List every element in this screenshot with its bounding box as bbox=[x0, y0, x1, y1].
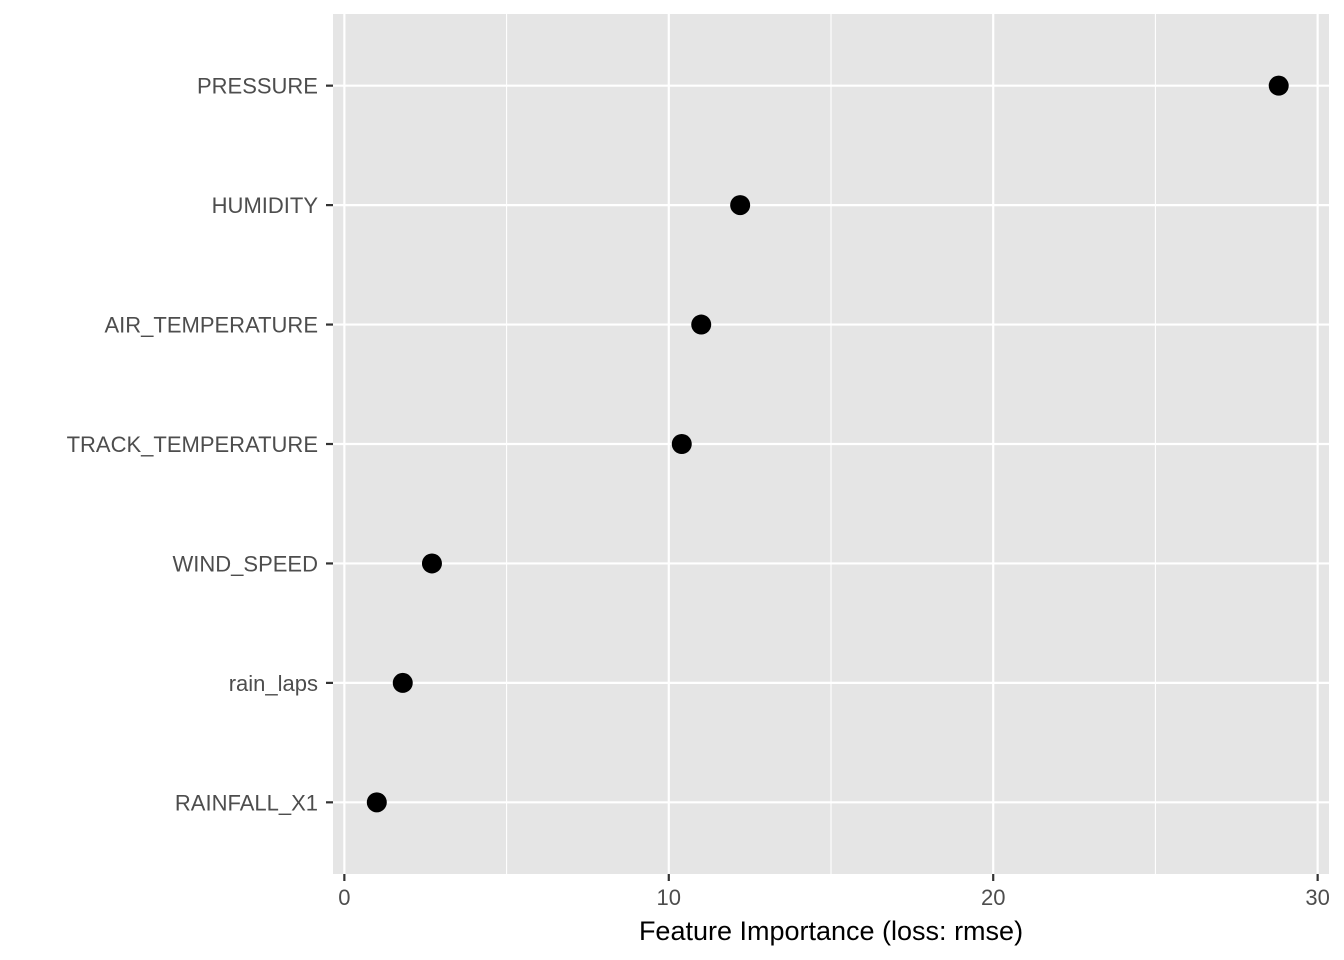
y-tick-label: TRACK_TEMPERATURE bbox=[67, 432, 318, 457]
y-axis: PRESSURE HUMIDITY AIR_TEMPERATURE TRACK_TEM… bbox=[67, 74, 333, 815]
y-tick-label: rain_laps bbox=[229, 671, 318, 696]
x-tick-label: 0 bbox=[338, 885, 350, 910]
data-point bbox=[671, 434, 692, 454]
x-axis: 0 10 20 30 bbox=[338, 874, 1330, 910]
major-gridlines bbox=[333, 14, 1329, 874]
y-tick-label: WIND_SPEED bbox=[173, 551, 318, 576]
data-point bbox=[366, 792, 387, 813]
y-tick-label: HUMIDITY bbox=[212, 193, 319, 218]
x-tick-label: 30 bbox=[1305, 885, 1329, 910]
data-point bbox=[421, 553, 442, 574]
data-point bbox=[730, 195, 751, 216]
data-point bbox=[691, 314, 712, 335]
x-axis-title: Feature Importance (loss: rmse) bbox=[639, 916, 1023, 946]
y-tick-label: PRESSURE bbox=[197, 74, 318, 99]
x-tick-label: 10 bbox=[657, 885, 681, 910]
y-tick-label: AIR_TEMPERATURE bbox=[104, 313, 318, 338]
x-tick-label: 20 bbox=[981, 885, 1005, 910]
data-points bbox=[366, 75, 1289, 813]
data-point bbox=[392, 672, 413, 693]
y-tick-label: RAINFALL_X1 bbox=[175, 790, 318, 815]
data-point bbox=[1268, 75, 1289, 96]
